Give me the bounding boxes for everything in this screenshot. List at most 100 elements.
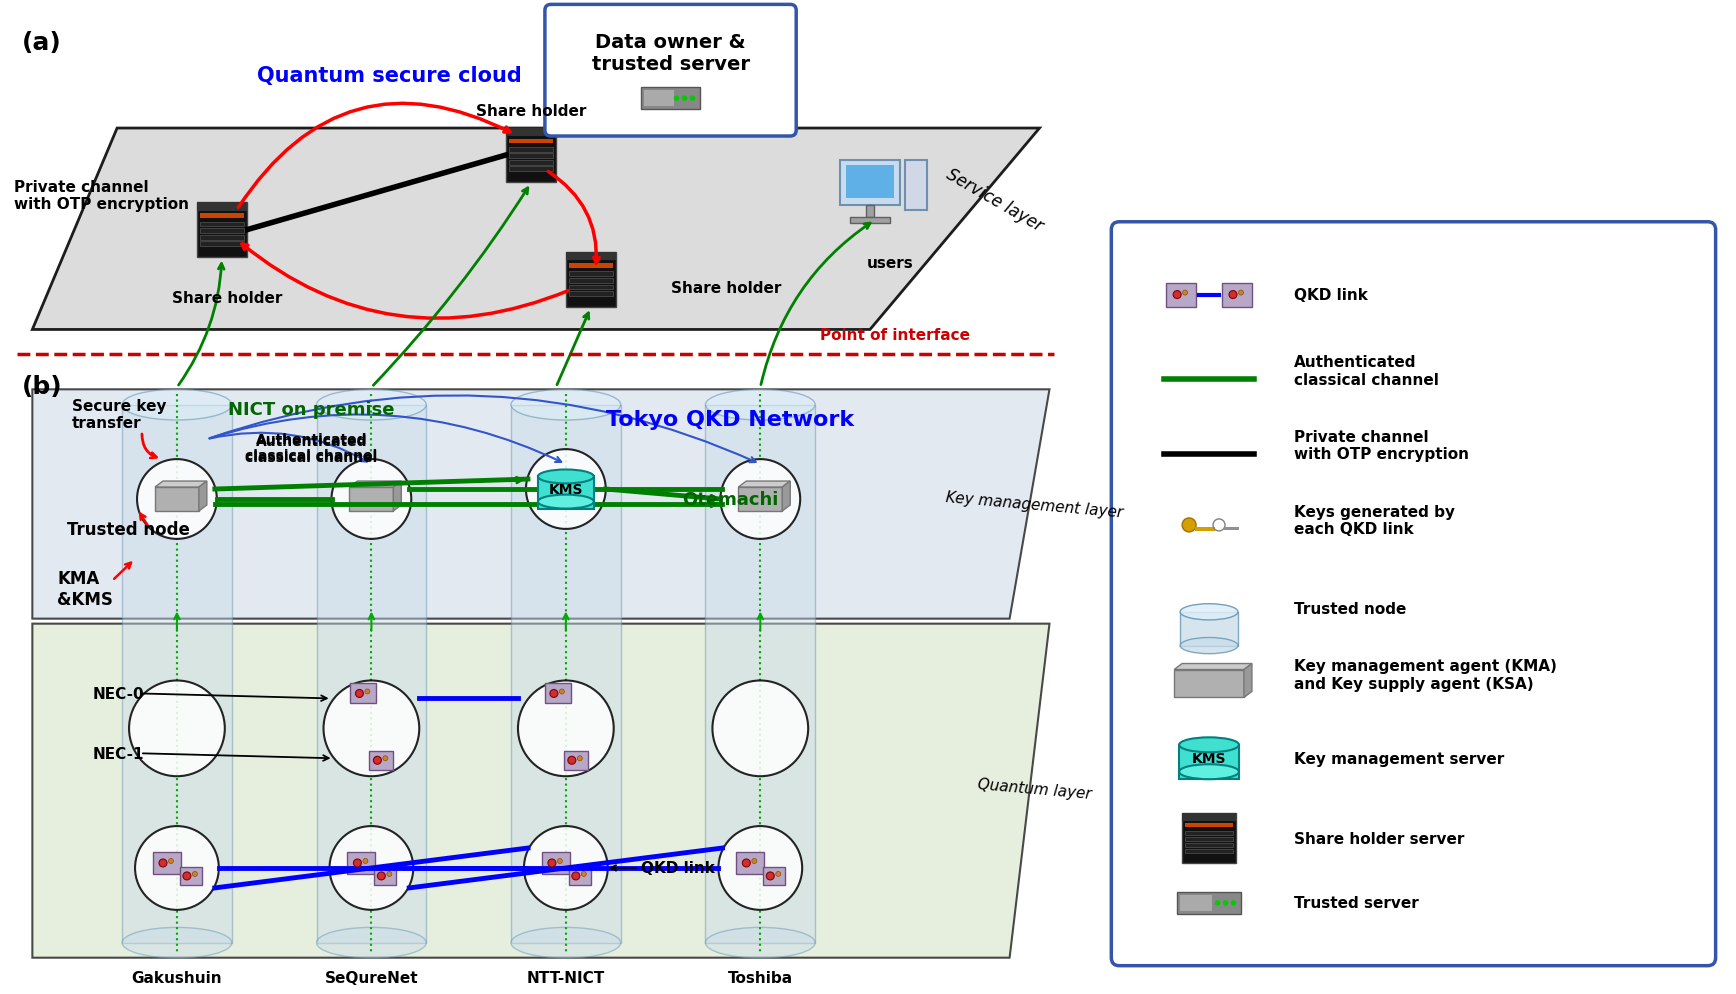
Bar bbox=[1224, 528, 1240, 531]
Bar bbox=[509, 139, 552, 144]
Text: QKD link: QKD link bbox=[1293, 288, 1368, 303]
Ellipse shape bbox=[559, 689, 564, 694]
Polygon shape bbox=[1245, 664, 1252, 698]
Ellipse shape bbox=[168, 859, 174, 864]
Bar bbox=[509, 154, 552, 159]
Text: Trusted server: Trusted server bbox=[1293, 896, 1418, 911]
Bar bbox=[866, 206, 873, 218]
Ellipse shape bbox=[510, 927, 621, 958]
Text: KMS: KMS bbox=[549, 482, 583, 497]
Ellipse shape bbox=[776, 872, 781, 877]
Text: KMA
&KMS: KMA &KMS bbox=[57, 570, 113, 608]
Text: NEC-1: NEC-1 bbox=[92, 746, 144, 761]
Bar bbox=[1184, 823, 1234, 827]
Circle shape bbox=[524, 826, 608, 910]
Circle shape bbox=[517, 681, 615, 776]
Bar bbox=[1167, 283, 1196, 307]
Circle shape bbox=[720, 459, 800, 540]
Text: Trusted node: Trusted node bbox=[68, 521, 191, 539]
Text: Point of interface: Point of interface bbox=[819, 328, 970, 343]
Text: Data owner &
trusted server: Data owner & trusted server bbox=[592, 33, 750, 74]
Text: Trusted node: Trusted node bbox=[1293, 601, 1406, 616]
Polygon shape bbox=[1174, 664, 1252, 670]
Text: Authenticated
classical channel: Authenticated classical channel bbox=[1293, 355, 1439, 388]
Circle shape bbox=[128, 681, 224, 776]
Ellipse shape bbox=[365, 689, 370, 694]
Bar bbox=[351, 684, 377, 704]
Bar bbox=[1182, 813, 1236, 821]
Circle shape bbox=[1182, 519, 1196, 533]
Ellipse shape bbox=[538, 495, 594, 509]
Bar bbox=[510, 406, 621, 942]
Ellipse shape bbox=[568, 756, 576, 764]
Bar bbox=[1174, 670, 1245, 698]
Bar bbox=[1194, 528, 1215, 532]
Text: Quantum secure cloud: Quantum secure cloud bbox=[257, 67, 521, 86]
Text: Key management server: Key management server bbox=[1293, 751, 1503, 766]
Bar bbox=[1177, 892, 1241, 913]
Text: QKD link: QKD link bbox=[641, 861, 715, 876]
Bar bbox=[505, 128, 556, 183]
Text: NEC-0: NEC-0 bbox=[92, 686, 144, 701]
Polygon shape bbox=[33, 129, 1040, 330]
Circle shape bbox=[1224, 901, 1227, 905]
Ellipse shape bbox=[182, 872, 191, 880]
Bar bbox=[851, 218, 891, 224]
Polygon shape bbox=[738, 481, 790, 487]
Text: Share holder: Share holder bbox=[476, 104, 587, 119]
Circle shape bbox=[135, 826, 219, 910]
Bar bbox=[840, 161, 899, 206]
Bar bbox=[200, 223, 243, 228]
Bar bbox=[200, 236, 243, 241]
Circle shape bbox=[712, 681, 809, 776]
Bar bbox=[738, 487, 783, 512]
Bar bbox=[196, 203, 247, 212]
Text: Keys generated by
each QKD link: Keys generated by each QKD link bbox=[1293, 504, 1455, 537]
Ellipse shape bbox=[550, 690, 557, 698]
Text: Share holder: Share holder bbox=[172, 290, 281, 305]
Polygon shape bbox=[33, 624, 1050, 958]
Bar bbox=[1184, 843, 1234, 847]
Bar bbox=[641, 88, 700, 110]
Ellipse shape bbox=[316, 390, 427, 420]
Text: KMS: KMS bbox=[1193, 751, 1226, 765]
Ellipse shape bbox=[1174, 291, 1180, 299]
Bar bbox=[200, 229, 243, 234]
Circle shape bbox=[332, 459, 411, 540]
Text: Key management agent (KMA)
and Key supply agent (KSA): Key management agent (KMA) and Key suppl… bbox=[1293, 659, 1557, 691]
Bar bbox=[538, 477, 594, 509]
Ellipse shape bbox=[160, 859, 167, 867]
Circle shape bbox=[526, 449, 606, 530]
Ellipse shape bbox=[122, 927, 233, 958]
Bar bbox=[705, 406, 816, 942]
Bar bbox=[316, 406, 427, 942]
Text: Quantum layer: Quantum layer bbox=[977, 776, 1092, 801]
Bar bbox=[569, 285, 613, 290]
Bar bbox=[564, 751, 589, 770]
Bar bbox=[155, 487, 200, 512]
Bar bbox=[375, 867, 396, 885]
Bar bbox=[845, 166, 894, 199]
Text: Secure key
transfer: Secure key transfer bbox=[73, 399, 167, 431]
Bar bbox=[566, 252, 616, 308]
Bar bbox=[349, 487, 394, 512]
Bar bbox=[1179, 746, 1240, 779]
Polygon shape bbox=[33, 390, 1050, 619]
Circle shape bbox=[1231, 901, 1236, 905]
FancyBboxPatch shape bbox=[1111, 223, 1715, 966]
Text: Otemachi: Otemachi bbox=[682, 490, 778, 509]
Ellipse shape bbox=[1229, 291, 1238, 299]
Circle shape bbox=[675, 97, 679, 101]
Text: Tokyo QKD Network: Tokyo QKD Network bbox=[606, 410, 854, 429]
Ellipse shape bbox=[571, 872, 580, 880]
Bar bbox=[509, 147, 552, 152]
Ellipse shape bbox=[316, 927, 427, 958]
Circle shape bbox=[323, 681, 420, 776]
Ellipse shape bbox=[373, 756, 382, 764]
Circle shape bbox=[1215, 901, 1219, 905]
Text: Private channel
with OTP encryption: Private channel with OTP encryption bbox=[1293, 429, 1469, 462]
Bar bbox=[569, 292, 613, 297]
Bar bbox=[545, 684, 571, 704]
Text: Share holder server: Share holder server bbox=[1293, 831, 1463, 846]
Bar bbox=[1184, 849, 1234, 853]
